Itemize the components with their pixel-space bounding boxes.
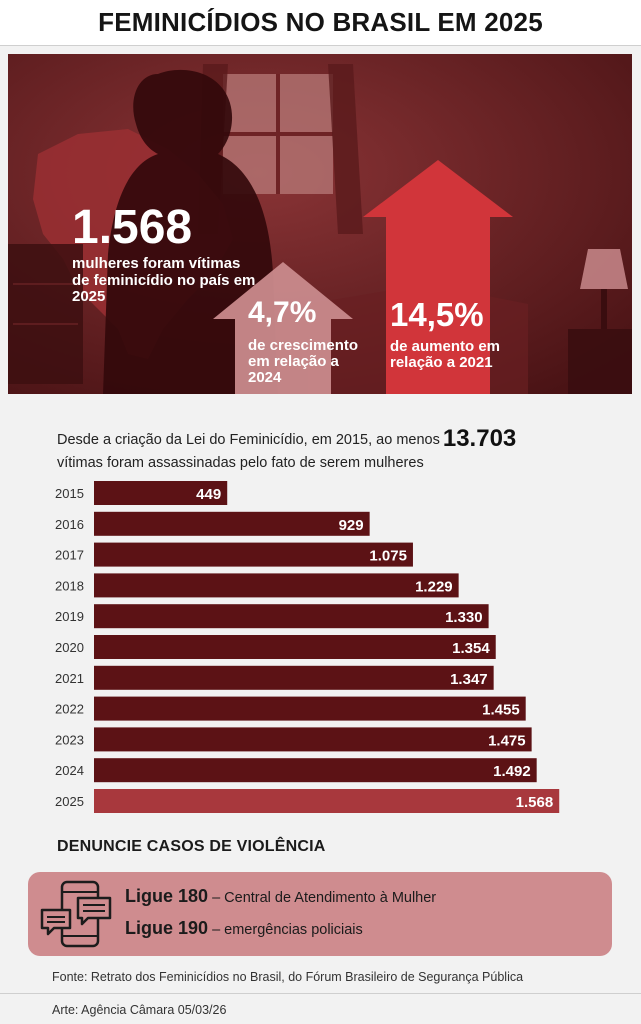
hotline-box: Ligue 180 – Central de Atendimento à Mul…	[28, 872, 612, 956]
bar-2020	[94, 635, 496, 659]
year-label-2015: 2015	[55, 486, 84, 501]
value-label-2020: 1.354	[452, 640, 490, 657]
value-label-2017: 1.075	[369, 548, 407, 565]
bar-2016	[94, 511, 370, 536]
hotline-190: Ligue 190 – emergências policiais	[125, 918, 363, 938]
source-note: Fonte: Retrato dos Feminicídios no Brasi…	[52, 970, 524, 984]
denuncie-title: DENUNCIE CASOS DE VIOLÊNCIA	[57, 838, 326, 855]
value-label-2016: 929	[339, 517, 364, 534]
bar-chart: 2015 449 2016 929 2017 1.075 2018 1.229 2019 1.33…	[55, 481, 560, 813]
phone-chat-icon	[40, 880, 112, 948]
arrow-small-pct: 4,7%	[248, 296, 317, 329]
year-label-2019: 2019	[55, 609, 84, 624]
bar-2015	[94, 481, 228, 505]
bar-2024	[94, 758, 537, 783]
value-label-2023: 1.475	[488, 732, 526, 749]
year-label-2020: 2020	[55, 640, 84, 655]
value-label-2018: 1.229	[415, 578, 453, 595]
bar-2021	[94, 665, 494, 690]
value-label-2015: 449	[196, 486, 221, 503]
hero-big-description: mulheres foram vítimas de feminicídio no…	[72, 255, 256, 305]
year-label-2024: 2024	[55, 763, 84, 778]
credit-note: Arte: Agência Câmara 05/03/26	[52, 1003, 227, 1017]
arrow-big-text: 14,5% de aumento em relação a 2021	[390, 298, 510, 371]
hero-big-number: 1.568	[72, 201, 193, 254]
year-label-2022: 2022	[55, 702, 84, 717]
year-label-2023: 2023	[55, 732, 84, 747]
arrow-big-pct: 14,5%	[390, 296, 484, 333]
year-label-2018: 2018	[55, 578, 84, 593]
bar-2018	[94, 573, 459, 598]
bar-2017	[94, 542, 413, 567]
bar-2023	[94, 727, 532, 752]
value-label-2022: 1.455	[482, 702, 520, 719]
arrow-small-text: 4,7% de crescimento em relação a 2024	[248, 298, 368, 385]
hero-background-illustration	[8, 54, 632, 394]
year-label-2016: 2016	[55, 517, 84, 532]
arrow-small-shape	[213, 262, 353, 394]
year-label-2017: 2017	[55, 548, 84, 563]
value-label-2019: 1.330	[445, 609, 483, 626]
bar-2025	[94, 789, 560, 813]
year-label-2021: 2021	[55, 671, 84, 686]
intro-text: Desde a criação da Lei do Feminicídio, e…	[57, 425, 517, 471]
footer-divider	[0, 993, 641, 994]
value-label-2021: 1.347	[450, 671, 488, 688]
bar-2019	[94, 604, 489, 629]
arrow-big-shape	[363, 160, 513, 394]
hotline-180: Ligue 180 – Central de Atendimento à Mul…	[125, 886, 437, 906]
value-label-2025: 1.568	[516, 794, 554, 811]
hero-banner: 1.568 mulheres foram vítimas de feminicí…	[8, 54, 632, 394]
year-label-2025: 2025	[55, 794, 84, 809]
bar-2022	[94, 696, 526, 721]
page-title: FEMINICÍDIOS NO BRASIL EM 2025	[0, 0, 641, 46]
arrow-small-desc: de crescimento em relação a 2024	[248, 337, 359, 386]
value-label-2024: 1.492	[493, 763, 531, 780]
arrow-big-desc: de aumento em relação a 2021	[390, 338, 501, 371]
intro-highlight-number: 13.703	[442, 425, 517, 452]
